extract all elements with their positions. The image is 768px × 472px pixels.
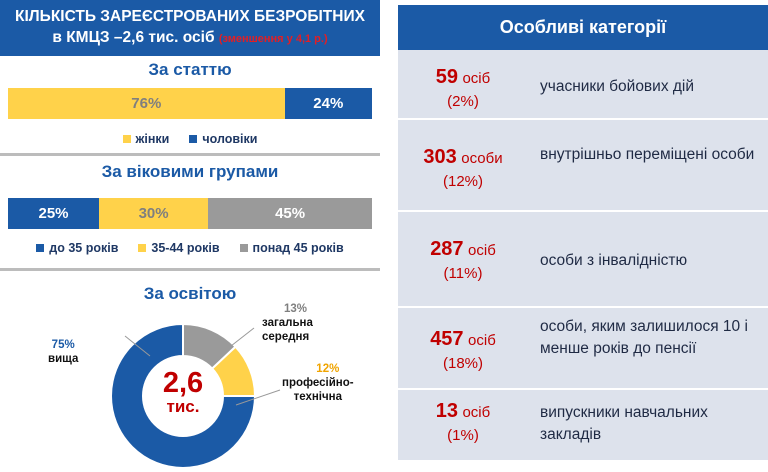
category-unit-4: осіб [468, 332, 496, 349]
category-count-1: 59 осіб (2%) [398, 66, 528, 110]
header-line2: в КМЦЗ –2,6 тис. осіб [52, 29, 215, 46]
legend-item-35-44: 35-44 років [138, 241, 220, 255]
edu-vocational-pct: 12% [316, 363, 340, 375]
row-divider-3 [398, 306, 768, 308]
category-desc-1: учасники бойових дій [540, 78, 695, 95]
category-unit-2: особи [461, 150, 503, 167]
edu-higher-name: вища [48, 353, 79, 365]
legend-label-men: чоловіки [202, 132, 258, 146]
row-divider-1 [398, 118, 768, 120]
gender-women-label: 76% [131, 95, 162, 112]
category-unit-5: осіб [462, 404, 491, 421]
edu-donut-area: 75% вища 13% загальна середня 12% профес… [0, 290, 380, 472]
gender-bar: 76% 24% [8, 88, 372, 119]
edu-label-higher: 75% вища [48, 338, 78, 366]
gender-bar-men: 24% [284, 88, 372, 119]
legend-swatch-women [122, 135, 131, 143]
legend-swatch-over45 [239, 244, 248, 252]
category-num-2: 303 [423, 146, 457, 168]
category-num-1: 59 [435, 66, 458, 88]
edu-general-name-1: загальна [262, 317, 313, 329]
age-over45-label: 45% [275, 205, 306, 222]
age-title: За віковими групами [101, 162, 279, 181]
leader-line-vocational [235, 389, 281, 406]
header-line2-row: в КМЦЗ –2,6 тис. осіб (зменшення у 4,1 р… [0, 27, 380, 50]
leader-line-general [230, 327, 255, 347]
age-bar-over45: 45% [208, 198, 372, 229]
header-line1: КІЛЬКІСТЬ ЗАРЕЄСТРОВАНИХ БЕЗРОБІТНИХ [15, 8, 365, 25]
age-bar: 25% 30% 45% [8, 198, 372, 229]
age-under35-label: 25% [38, 205, 69, 222]
category-num-5: 13 [435, 400, 458, 422]
legend-item-under35: до 35 років [36, 241, 118, 255]
gender-title: За статтю [148, 60, 232, 79]
edu-title: За освітою [143, 284, 237, 303]
category-count-4: 457 осіб (18%) [398, 328, 528, 372]
legend-label-over45: понад 45 років [252, 241, 344, 255]
category-num-4: 457 [430, 328, 464, 350]
edu-vocational-name-1: професійно- [282, 377, 354, 389]
donut-center-unit: тис. [166, 397, 200, 416]
edu-vocational-name-2: технічна [293, 391, 343, 403]
row-divider-2 [398, 210, 768, 212]
legend-label-women: жінки [135, 132, 170, 146]
category-row-5: 13 осіб (1%) випускники навчальних закла… [398, 390, 768, 460]
category-pct-3: (11%) [443, 265, 483, 282]
separator-2 [0, 268, 380, 271]
category-pct-1: (2%) [447, 93, 479, 110]
legend-swatch-men [189, 135, 198, 143]
edu-donut-chart [110, 322, 281, 469]
category-row-2: 303 особи (12%) внутрішньо переміщені ос… [398, 120, 768, 208]
separator-1 [0, 153, 380, 156]
gender-bar-women: 76% [8, 88, 285, 119]
category-desc-5: випускники навчальних закладів [540, 404, 708, 443]
category-row-3: 287 осіб (11%) особи з інвалідністю [398, 212, 768, 304]
category-desc-3: особи з інвалідністю [540, 252, 688, 269]
category-pct-2: (12%) [442, 173, 483, 190]
legend-item-over45: понад 45 років [239, 241, 344, 255]
legend-swatch-under35 [36, 244, 45, 252]
legend-swatch-35-44 [138, 244, 147, 252]
donut-center: 2,6 тис. [143, 368, 223, 416]
category-count-3: 287 осіб (11%) [398, 238, 528, 282]
category-unit-3: осіб [468, 242, 496, 259]
category-row-4: 457 осіб (18%) особи, яким залишилося 10… [398, 308, 768, 388]
leader-line-higher [124, 335, 151, 357]
legend-label-under35: до 35 років [49, 241, 119, 255]
category-num-3: 287 [430, 238, 464, 260]
category-count-5: 13 осіб (1%) [398, 400, 528, 444]
header-note: (зменшення у 4,1 р.) [218, 33, 328, 45]
category-pct-4: (18%) [442, 355, 483, 372]
edu-general-pct: 13% [284, 303, 308, 315]
left-header: КІЛЬКІСТЬ ЗАРЕЄСТРОВАНИХ БЕЗРОБІТНИХ в К… [0, 0, 380, 56]
right-header: Особливі категорії [398, 5, 768, 50]
age-bar-35-44: 30% [99, 198, 209, 229]
donut-slice-0 [110, 322, 257, 469]
legend-label-35-44: 35-44 років [151, 241, 220, 255]
category-count-2: 303 особи (12%) [398, 146, 528, 190]
category-desc-4: особи, яким залишилося 10 і менше років … [540, 318, 748, 357]
category-pct-5: (1%) [447, 427, 479, 444]
legend-item-men: чоловіки [189, 132, 257, 146]
row-divider-4 [398, 388, 768, 390]
age-35-44-label: 30% [138, 205, 169, 222]
age-bar-under35: 25% [8, 198, 99, 229]
age-legend: до 35 років 35-44 років понад 45 років [0, 241, 380, 255]
gender-men-label: 24% [313, 95, 344, 112]
category-row-1: 59 осіб (2%) учасники бойових дій [398, 56, 768, 116]
gender-legend: жінки чоловіки [0, 132, 380, 146]
legend-item-women: жінки [122, 132, 170, 146]
category-desc-2: внутрішньо переміщені особи [540, 146, 755, 163]
donut-center-value: 2,6 [162, 367, 204, 399]
edu-general-name-2: середня [262, 331, 310, 343]
edu-label-vocational: 12% професійно- технічна [282, 362, 354, 404]
category-unit-1: осіб [462, 70, 491, 87]
edu-higher-pct: 75% [51, 339, 75, 351]
edu-label-general: 13% загальна середня [262, 302, 313, 344]
